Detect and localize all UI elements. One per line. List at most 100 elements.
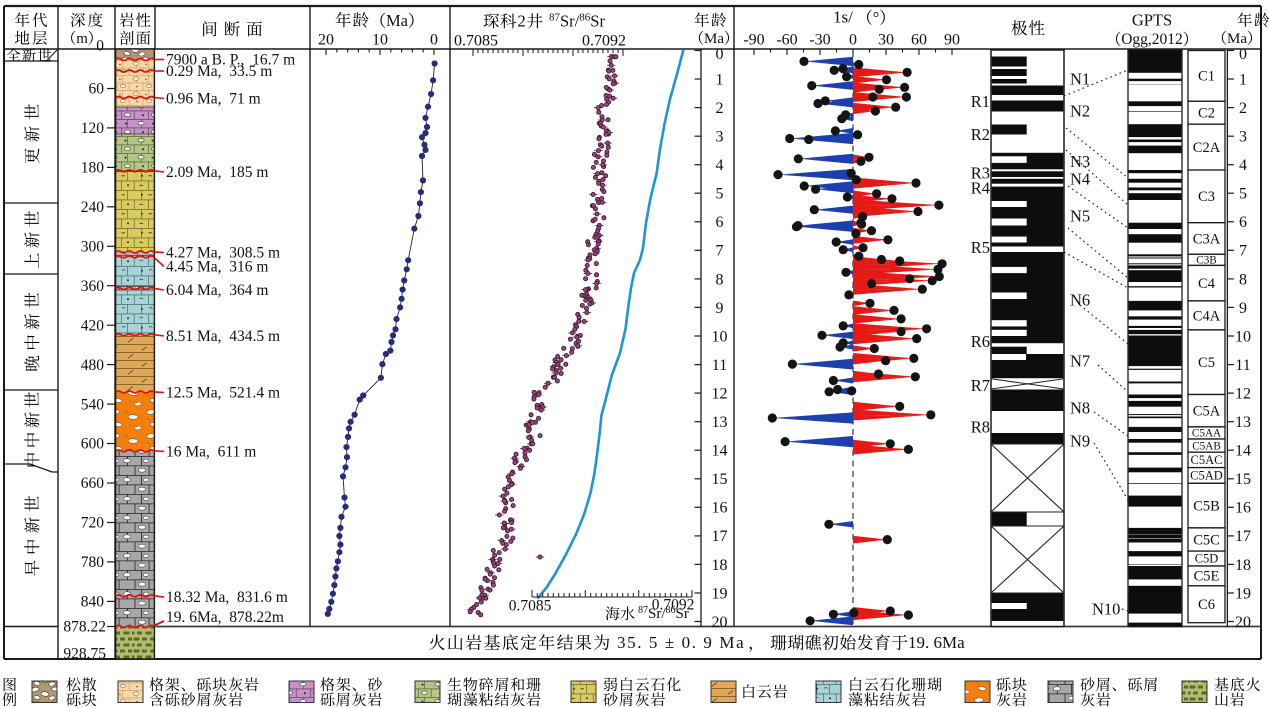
svg-text:0: 0 xyxy=(716,46,724,63)
svg-text:m: m xyxy=(76,31,88,47)
svg-text:R3: R3 xyxy=(971,163,990,182)
svg-text:19: 19 xyxy=(1235,585,1251,602)
svg-text:19. 6Ma: 19. 6Ma xyxy=(908,633,965,652)
svg-text:C5AB: C5AB xyxy=(1192,440,1221,452)
svg-text:N3: N3 xyxy=(1070,152,1090,171)
svg-text:16: 16 xyxy=(712,500,728,517)
svg-text:180: 180 xyxy=(81,160,105,177)
svg-text:90: 90 xyxy=(944,31,960,48)
svg-text:C2A: C2A xyxy=(1193,140,1221,156)
svg-text:18.32 Ma, 831.6 m: 18.32 Ma, 831.6 m xyxy=(166,589,288,606)
svg-text:N5: N5 xyxy=(1070,207,1090,226)
svg-text:5: 5 xyxy=(716,186,724,203)
svg-text:660: 660 xyxy=(81,475,105,492)
svg-text:19: 19 xyxy=(712,585,728,602)
svg-text:60: 60 xyxy=(89,81,105,98)
svg-text:0.29 Ma, 33.5 m: 0.29 Ma, 33.5 m xyxy=(166,63,272,80)
svg-text:420: 420 xyxy=(81,317,105,334)
svg-text:1: 1 xyxy=(716,71,724,88)
svg-text:7: 7 xyxy=(716,243,724,260)
svg-text:1: 1 xyxy=(1239,71,1247,88)
svg-text:4: 4 xyxy=(1239,157,1247,174)
svg-text:GPTS: GPTS xyxy=(1132,11,1172,30)
svg-text:14: 14 xyxy=(1235,443,1251,460)
svg-text:13: 13 xyxy=(712,414,728,431)
svg-text:480: 480 xyxy=(81,357,105,374)
svg-text:C5B: C5B xyxy=(1193,499,1220,515)
svg-text:C5AC: C5AC xyxy=(1191,453,1223,467)
svg-text:C5C: C5C xyxy=(1193,532,1220,548)
svg-text:5: 5 xyxy=(1239,186,1247,203)
svg-text:C5A: C5A xyxy=(1193,404,1221,420)
svg-text:N8: N8 xyxy=(1070,399,1090,418)
svg-text:540: 540 xyxy=(81,396,105,413)
svg-text:-30: -30 xyxy=(809,31,830,48)
svg-text:Ogg,2012: Ogg,2012 xyxy=(1121,31,1183,48)
svg-text:19. 6Ma, 878.22m: 19. 6Ma, 878.22m xyxy=(166,609,284,626)
svg-text:18: 18 xyxy=(1235,557,1251,574)
svg-text:87Sr/86Sr: 87Sr/86Sr xyxy=(638,605,689,622)
svg-text:C1: C1 xyxy=(1198,69,1215,85)
svg-text:840: 840 xyxy=(81,594,105,611)
svg-text:11: 11 xyxy=(1235,357,1250,374)
svg-text:780: 780 xyxy=(81,554,105,571)
svg-text:30: 30 xyxy=(878,31,894,48)
svg-text:4.45 Ma, 316 m: 4.45 Ma, 316 m xyxy=(166,259,268,276)
svg-text:2: 2 xyxy=(518,12,526,31)
svg-text:R5: R5 xyxy=(971,238,990,257)
svg-text:240: 240 xyxy=(81,199,105,216)
svg-text:1s/: 1s/ xyxy=(833,8,853,27)
svg-text:C3A: C3A xyxy=(1193,231,1221,247)
svg-text:N2: N2 xyxy=(1070,101,1090,120)
svg-text:4: 4 xyxy=(716,157,724,174)
svg-text:9: 9 xyxy=(1239,300,1247,317)
svg-text:10: 10 xyxy=(1235,328,1251,345)
svg-text:10: 10 xyxy=(712,328,728,345)
svg-text:N1: N1 xyxy=(1070,69,1090,88)
svg-text:3: 3 xyxy=(716,129,724,146)
svg-text:C3B: C3B xyxy=(1196,255,1217,267)
svg-text:Ma: Ma xyxy=(1227,31,1247,47)
svg-text:20: 20 xyxy=(1235,614,1251,631)
svg-text:C4A: C4A xyxy=(1193,308,1221,324)
svg-text:60: 60 xyxy=(911,31,927,48)
svg-text:12: 12 xyxy=(712,386,728,403)
svg-text:17: 17 xyxy=(1235,528,1251,545)
svg-text:0.96 Ma, 71 m: 0.96 Ma, 71 m xyxy=(166,91,261,108)
svg-text:12.5 Ma, 521.4 m: 12.5 Ma, 521.4 m xyxy=(166,385,280,402)
svg-text:120: 120 xyxy=(81,120,105,137)
svg-text:14: 14 xyxy=(712,443,728,460)
svg-text:C6: C6 xyxy=(1198,597,1215,613)
svg-text:Ma: Ma xyxy=(386,11,409,30)
svg-text:20: 20 xyxy=(712,614,728,631)
svg-text:18: 18 xyxy=(712,557,728,574)
svg-text:87Sr/86Sr: 87Sr/86Sr xyxy=(549,12,605,31)
svg-text:6: 6 xyxy=(716,214,724,231)
svg-text:300: 300 xyxy=(81,239,105,256)
svg-text:C5E: C5E xyxy=(1194,569,1220,585)
svg-text:16 Ma, 611 m: 16 Ma, 611 m xyxy=(166,444,256,461)
svg-text:360: 360 xyxy=(81,278,105,295)
svg-text:C2: C2 xyxy=(1198,106,1215,122)
svg-text:8: 8 xyxy=(716,271,724,288)
svg-text:3: 3 xyxy=(1239,129,1247,146)
svg-text:2: 2 xyxy=(1239,100,1247,117)
svg-text:6: 6 xyxy=(1239,214,1247,231)
svg-text:N7: N7 xyxy=(1070,352,1090,371)
svg-text:R7: R7 xyxy=(971,376,990,395)
svg-text:6.04 Ma, 364 m: 6.04 Ma, 364 m xyxy=(166,282,268,299)
svg-text:2.09 Ma, 185 m: 2.09 Ma, 185 m xyxy=(166,164,268,181)
svg-text:0: 0 xyxy=(849,31,857,48)
svg-text:R1: R1 xyxy=(971,92,990,111)
svg-text:35. 5 ± 0. 9 Ma: 35. 5 ± 0. 9 Ma xyxy=(617,633,745,652)
svg-text:R8: R8 xyxy=(971,417,990,436)
svg-text:C3: C3 xyxy=(1198,189,1215,205)
svg-text:15: 15 xyxy=(1235,471,1251,488)
svg-text:N4: N4 xyxy=(1070,169,1090,188)
svg-text:16: 16 xyxy=(1235,500,1251,517)
svg-text:-60: -60 xyxy=(776,31,797,48)
svg-text:2: 2 xyxy=(716,100,724,117)
svg-text:928.75: 928.75 xyxy=(63,646,106,663)
svg-text:C5AD: C5AD xyxy=(1190,469,1223,483)
svg-text:13: 13 xyxy=(1235,414,1251,431)
